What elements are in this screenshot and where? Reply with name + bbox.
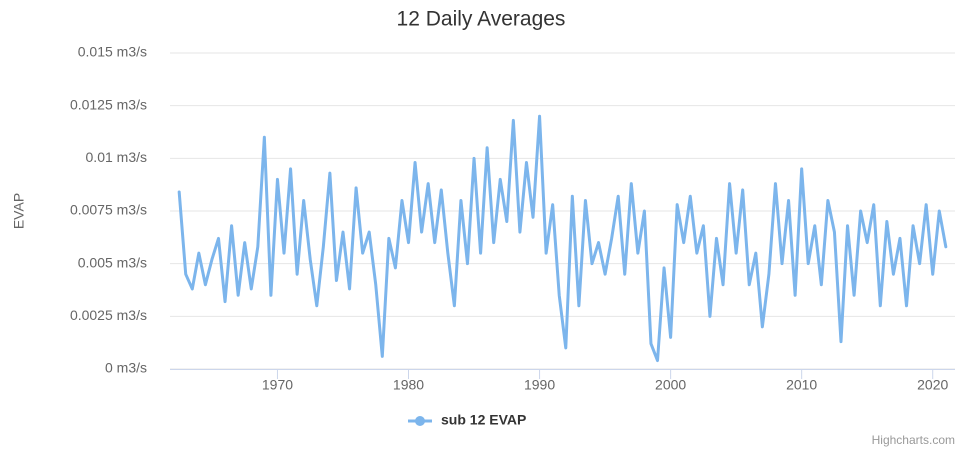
y-axis-label: EVAP bbox=[11, 193, 27, 229]
x-tick-label: 2010 bbox=[786, 377, 817, 393]
x-tick-label: 2000 bbox=[655, 377, 686, 393]
y-tick-label: 0.01 m3/s bbox=[86, 149, 147, 165]
legend-symbol bbox=[415, 416, 425, 426]
y-tick-label: 0.005 m3/s bbox=[78, 254, 147, 270]
y-tick-label: 0.015 m3/s bbox=[78, 44, 147, 60]
credit: Highcharts.com bbox=[872, 433, 955, 447]
y-tick-label: 0.0125 m3/s bbox=[70, 96, 147, 112]
chart-title: 12 Daily Averages bbox=[397, 8, 566, 31]
x-tick-label: 1990 bbox=[524, 377, 555, 393]
y-tick-label: 0.0025 m3/s bbox=[70, 307, 147, 323]
x-tick-label: 1980 bbox=[393, 377, 424, 393]
data-line bbox=[177, 114, 948, 363]
y-tick-label: 0.0075 m3/s bbox=[70, 202, 147, 218]
y-tick-label: 0 m3/s bbox=[105, 360, 147, 376]
x-tick-label: 1970 bbox=[262, 377, 293, 393]
legend-label: sub 12 EVAP bbox=[441, 412, 526, 428]
x-tick-label: 2020 bbox=[917, 377, 948, 393]
